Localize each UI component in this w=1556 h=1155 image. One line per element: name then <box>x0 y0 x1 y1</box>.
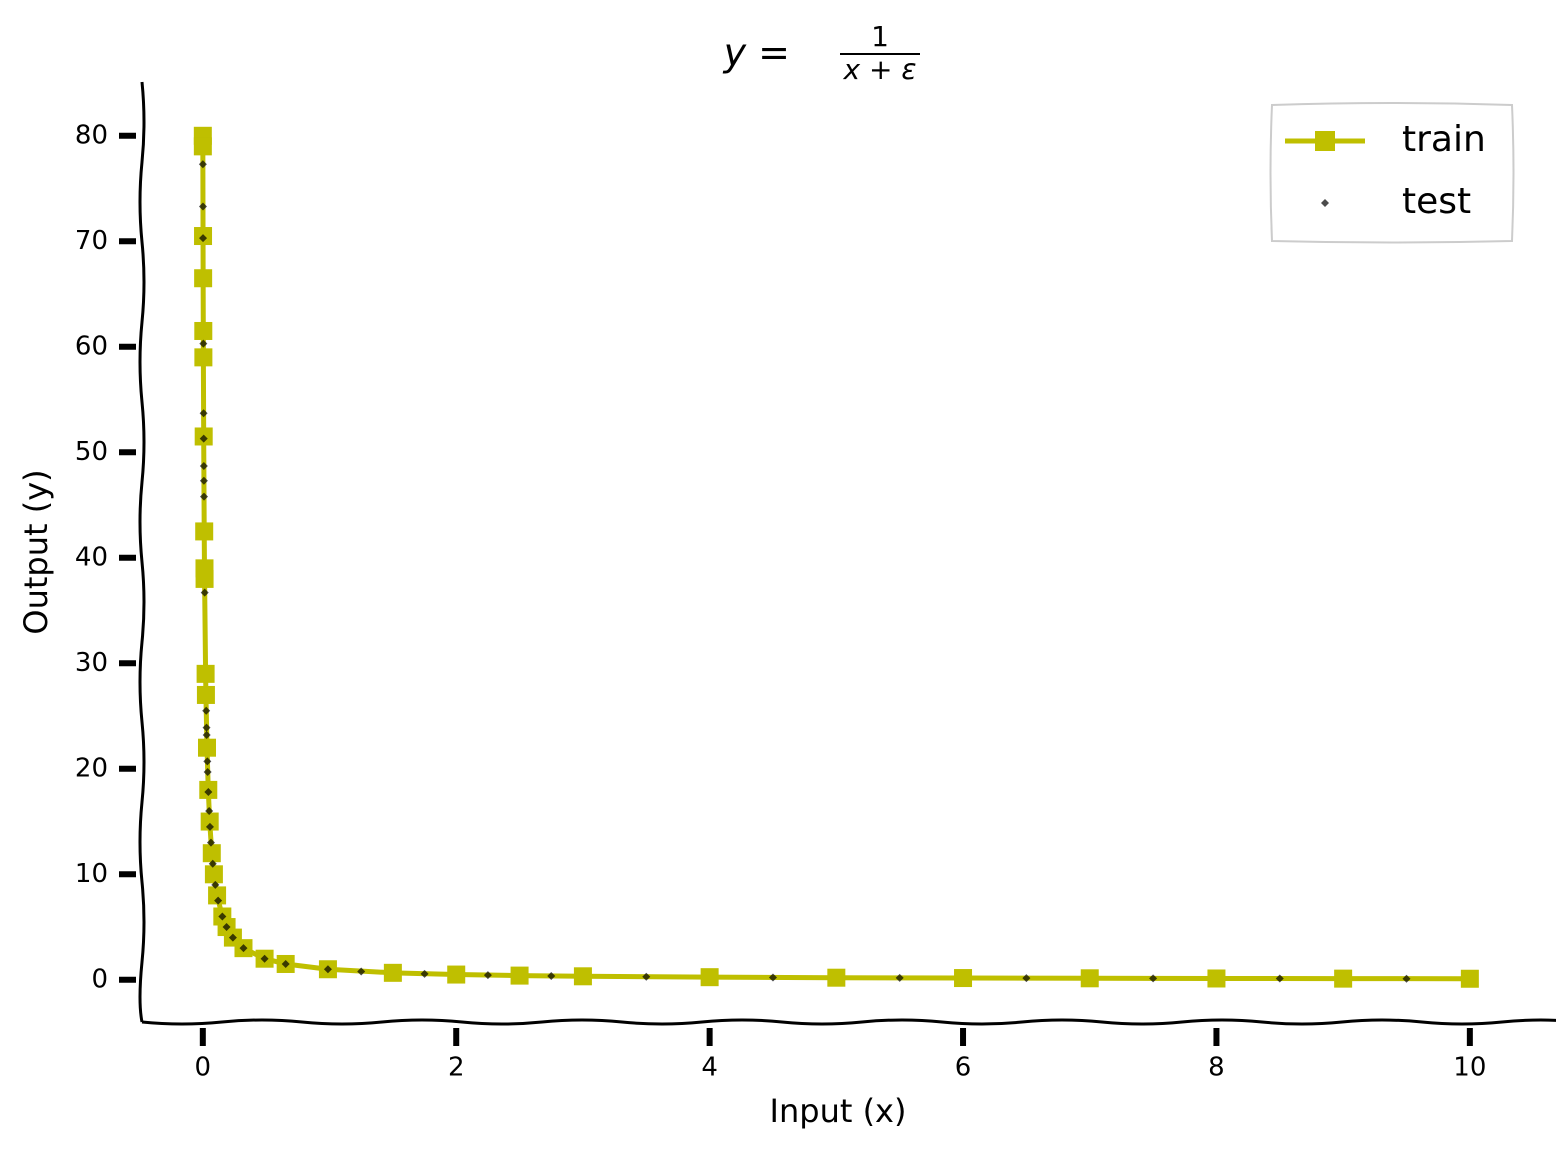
square-marker <box>196 685 215 704</box>
y-tick-label: 30 <box>75 648 108 678</box>
diamond-marker <box>202 723 211 732</box>
diamond-marker <box>1402 974 1411 983</box>
square-marker <box>194 269 213 288</box>
y-tick-label: 40 <box>75 542 108 572</box>
diamond-marker <box>198 202 207 211</box>
diamond-marker <box>420 969 429 978</box>
square-marker <box>200 812 219 831</box>
square-marker <box>195 522 214 541</box>
diamond-marker <box>202 706 211 715</box>
diamond-marker <box>260 954 269 963</box>
diamond-marker <box>206 838 215 847</box>
legend-marker <box>1315 131 1335 151</box>
diamond-marker <box>1022 974 1031 983</box>
square-marker <box>1207 969 1226 988</box>
title-numerator: 1 <box>871 20 889 53</box>
diamond-marker <box>281 959 290 968</box>
x-tick-label: 0 <box>195 1053 212 1083</box>
square-marker <box>202 844 221 863</box>
diamond-marker <box>642 972 651 981</box>
y-tick-label: 0 <box>91 964 108 994</box>
square-marker <box>196 664 215 683</box>
diamond-marker <box>768 973 777 982</box>
square-marker <box>383 963 402 982</box>
square-marker <box>193 137 212 156</box>
square-marker <box>194 348 213 367</box>
title-lhs: y = <box>723 31 790 75</box>
square-marker <box>700 968 719 987</box>
diamond-marker <box>199 492 208 501</box>
x-axis-spine <box>141 1018 1556 1026</box>
diamond-marker <box>203 767 212 776</box>
square-marker <box>204 865 223 884</box>
diamond-marker <box>228 933 237 942</box>
square-marker <box>194 321 213 340</box>
square-marker <box>827 968 846 987</box>
square-marker <box>573 967 592 986</box>
diamond-marker <box>202 731 211 740</box>
square-marker <box>208 886 227 905</box>
y-axis-label: Output (y) <box>17 469 55 634</box>
x-tick-label: 2 <box>448 1053 465 1083</box>
y-tick-label: 70 <box>75 226 108 256</box>
diamond-marker <box>323 965 332 974</box>
diamond-marker <box>895 973 904 982</box>
diamond-marker <box>483 971 492 980</box>
diamond-marker <box>547 971 556 980</box>
diamond-marker <box>357 967 366 976</box>
y-axis-spine <box>138 81 146 1023</box>
diamond-marker <box>203 757 212 766</box>
diamond-marker <box>218 912 227 921</box>
title-denominator: x + ε <box>843 53 917 86</box>
diamond-marker <box>1275 974 1284 983</box>
x-tick-label: 6 <box>955 1053 972 1083</box>
x-tick-label: 4 <box>701 1053 718 1083</box>
legend-label: test <box>1402 181 1471 222</box>
diamond-marker <box>199 434 208 443</box>
y-tick-label: 20 <box>75 753 108 783</box>
diamond-marker <box>205 807 214 816</box>
legend: train test <box>1269 102 1515 244</box>
diamond-marker <box>208 859 217 868</box>
diamond-marker <box>1149 974 1158 983</box>
square-marker <box>197 738 216 757</box>
square-marker <box>1080 969 1099 988</box>
diamond-marker <box>199 476 208 485</box>
diamond-marker <box>199 339 208 348</box>
legend-label: train <box>1402 119 1486 160</box>
x-tick-label: 10 <box>1453 1053 1486 1083</box>
diamond-marker <box>199 234 208 243</box>
square-marker <box>447 965 466 984</box>
x-tick-label: 8 <box>1208 1053 1225 1083</box>
diamond-marker <box>214 896 223 905</box>
y-tick-label: 80 <box>75 120 108 150</box>
diamond-marker <box>205 822 214 831</box>
legend-marker <box>1321 199 1329 207</box>
y-tick-label: 60 <box>75 331 108 361</box>
diamond-marker <box>204 788 213 797</box>
diamond-marker <box>211 880 220 889</box>
square-marker <box>510 966 529 985</box>
diamond-marker <box>200 588 209 597</box>
diamond-marker <box>199 462 208 471</box>
train-line <box>200 135 1470 982</box>
diamond-marker <box>222 923 231 932</box>
y-tick-label: 10 <box>75 859 108 889</box>
square-marker <box>1460 969 1479 988</box>
square-marker <box>954 969 973 988</box>
square-marker <box>195 569 214 588</box>
diamond-marker <box>199 409 208 418</box>
diamond-marker <box>198 160 207 169</box>
x-axis-label: Input (x) <box>770 1092 907 1130</box>
y-tick-label: 50 <box>75 437 108 467</box>
diamond-marker <box>239 944 248 953</box>
square-marker <box>1334 969 1353 988</box>
